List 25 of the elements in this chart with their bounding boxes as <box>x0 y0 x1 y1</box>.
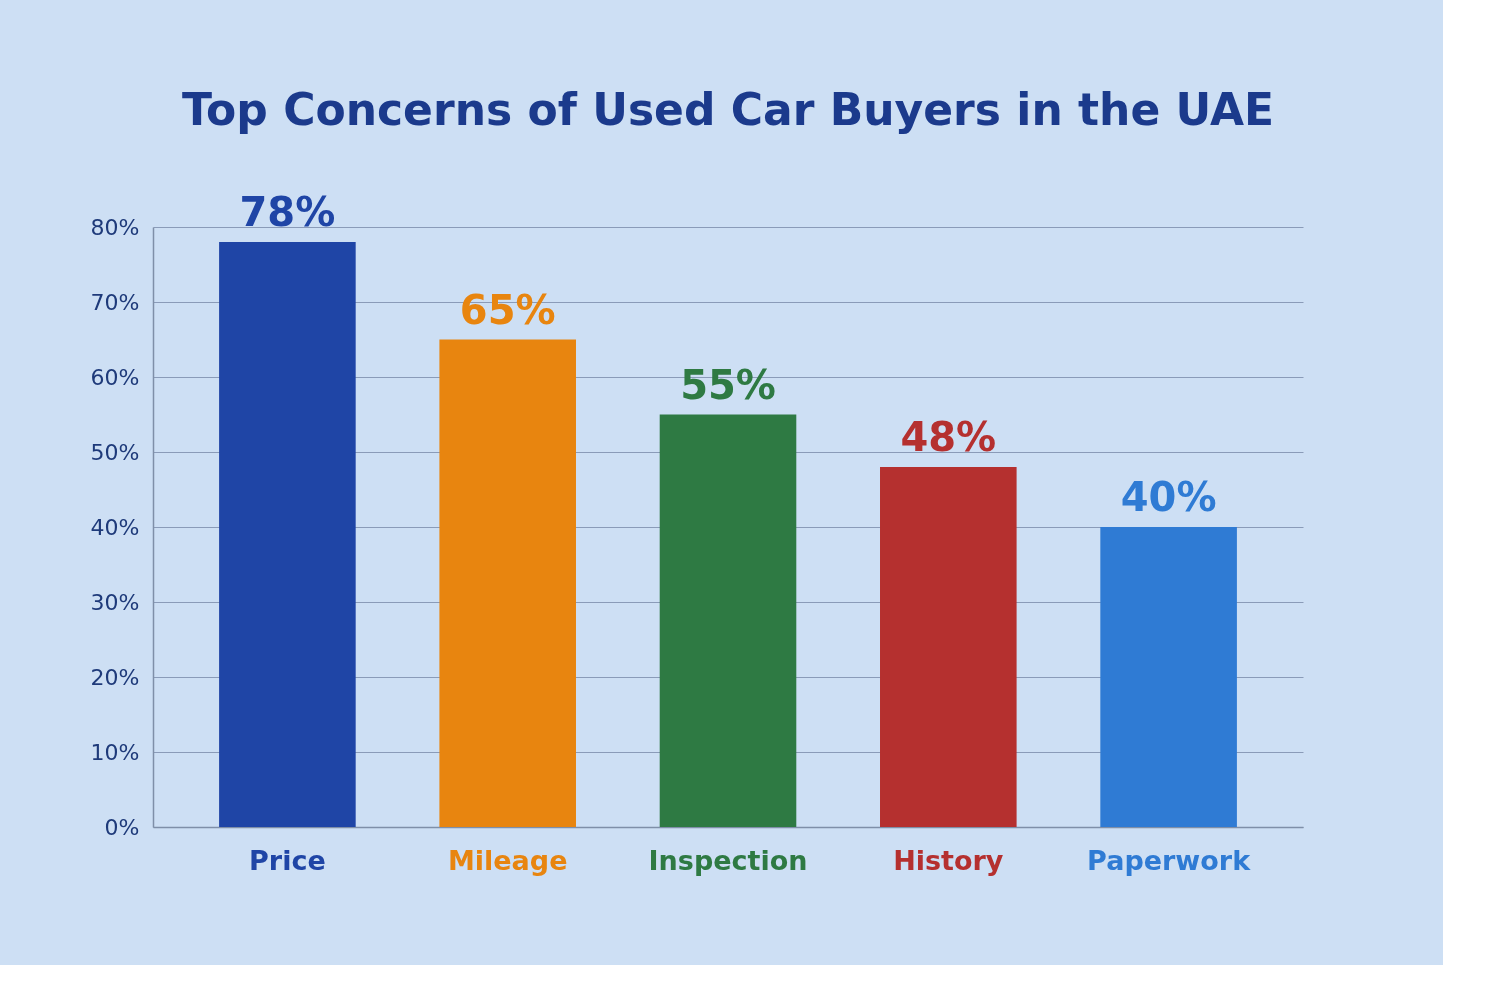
y-tick-label: 20% <box>90 664 140 690</box>
data-label: 40% <box>1120 474 1217 520</box>
data-label: 65% <box>459 286 556 333</box>
bar <box>219 242 356 827</box>
x-tick-label: Inspection <box>648 845 808 876</box>
y-tick-label: 50% <box>90 439 140 465</box>
bar <box>880 467 1017 827</box>
data-label: 48% <box>900 414 997 460</box>
x-tick-label: Mileage <box>447 845 568 876</box>
y-tick-label: 10% <box>90 739 140 765</box>
x-tick-label: Paperwork <box>1087 845 1252 876</box>
x-tick-label: History <box>893 845 1004 876</box>
data-label: 78% <box>239 189 336 235</box>
y-tick-label: 60% <box>90 364 140 390</box>
y-tick-label: 30% <box>90 589 140 615</box>
bar <box>1100 527 1237 827</box>
data-label: 55% <box>680 361 776 408</box>
chart-title: Top Concerns of Used Car Buyers in the UAE <box>181 84 1275 135</box>
y-tick-label: 80% <box>90 214 140 240</box>
y-tick-label: 70% <box>90 289 140 315</box>
y-tick-label: 40% <box>90 514 140 540</box>
y-tick-label: 0% <box>104 814 140 840</box>
bar <box>659 414 797 827</box>
bar <box>439 339 576 827</box>
x-tick-label: Price <box>249 845 326 876</box>
